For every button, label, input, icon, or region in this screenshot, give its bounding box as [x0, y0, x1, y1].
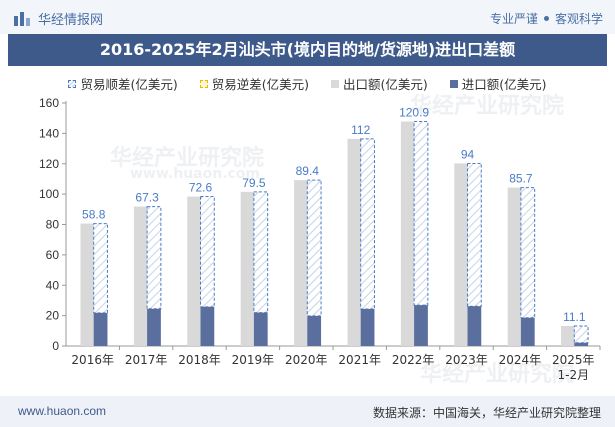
- brand-name: 华经情报网: [38, 13, 104, 28]
- x-tick-label: 2020年: [285, 353, 328, 367]
- x-tick-label: 2022年: [392, 353, 435, 367]
- legend-item-export: 出口额(亿美元): [331, 74, 428, 93]
- surplus-bar: [306, 179, 322, 317]
- surplus-bar: [93, 223, 108, 314]
- import-bar: [253, 312, 268, 346]
- surplus-value-label: 79.5: [242, 176, 266, 190]
- legend-item-deficit: 贸易逆差(亿美元): [199, 74, 309, 93]
- surplus-value-label: 67.3: [135, 191, 159, 205]
- legend-swatch-import: [449, 79, 458, 88]
- surplus-bar: [467, 162, 482, 307]
- y-tick-label: 140: [39, 126, 59, 140]
- import-bar: [414, 305, 428, 346]
- tagline: 专业严谨 客观科学: [490, 10, 603, 27]
- bullet-icon: [543, 16, 549, 21]
- bar-chart: 0 20 40 60 80 100 120 140 160 2016年 2017年 2018年 2019…: [39, 96, 601, 382]
- x-tick-label: 2023年: [445, 353, 488, 367]
- import-bar: [147, 308, 161, 346]
- brand: 华经情报网: [14, 9, 103, 28]
- import-bar: [200, 306, 215, 346]
- top-bar: 华经情报网 专业严谨 客观科学: [0, 0, 615, 34]
- data-labels: 58.8 67.3 72.6 79.5 89.4 112 120.9 94 85.7 11.1: [82, 106, 586, 324]
- surplus-bar: [200, 196, 215, 308]
- legend-label-surplus: 贸易顺差(亿美元): [80, 77, 178, 92]
- legend-label-export: 出口额(亿美元): [343, 77, 428, 92]
- y-tick-label: 0: [52, 339, 59, 353]
- tagline-right: 客观科学: [554, 12, 603, 26]
- import-bar: [307, 315, 322, 346]
- y-tick-label: 80: [46, 218, 60, 232]
- x-tick-label: 2024年: [499, 353, 542, 367]
- surplus-bar: [413, 121, 429, 306]
- x-tick-label: 2025年: [552, 353, 595, 367]
- footer-source: 数据来源：中国海关，华经产业研究院整理: [372, 406, 601, 420]
- bars: [80, 121, 589, 346]
- x-tick-label: 2018年: [178, 353, 221, 367]
- surplus-value-label: 58.8: [82, 208, 106, 222]
- logo-icon: [14, 11, 30, 26]
- y-tick-label: 40: [46, 278, 60, 292]
- legend-label-import: 进口额(亿美元): [461, 77, 547, 92]
- surplus-bar: [573, 325, 589, 344]
- surplus-value-label: 11.1: [563, 310, 586, 324]
- import-bar: [520, 317, 535, 346]
- y-tick-label: 160: [39, 96, 59, 110]
- y-tick-label: 20: [46, 309, 60, 323]
- x-tick-label: 1-2月: [557, 368, 589, 382]
- legend-label-deficit: 贸易逆差(亿美元): [211, 77, 309, 92]
- import-bar: [574, 342, 589, 346]
- legend-swatch-deficit: [199, 79, 208, 88]
- footer-url: www.huaon.com: [18, 404, 107, 418]
- surplus-bar: [146, 206, 162, 310]
- import-bar: [93, 312, 108, 346]
- surplus-value-label: 94: [461, 147, 475, 161]
- surplus-bar: [253, 191, 269, 314]
- import-bar: [360, 308, 375, 346]
- surplus-value-label: 89.4: [296, 164, 320, 178]
- chart-title: 2016-2025年2月汕头市(境内目的地/货源地)进出口差额: [8, 34, 607, 66]
- chart-legend: 贸易顺差(亿美元) 贸易逆差(亿美元) 出口额(亿美元) 进口额(亿美元): [0, 74, 615, 93]
- x-tick-label: 2017年: [125, 353, 168, 367]
- y-tick-label: 60: [46, 248, 60, 262]
- y-tick-label: 100: [39, 187, 59, 201]
- surplus-bar: [520, 187, 536, 319]
- legend-swatch-surplus: [68, 79, 77, 88]
- legend-item-import: 进口额(亿美元): [449, 74, 547, 93]
- tagline-left: 专业严谨: [489, 12, 538, 26]
- surplus-value-label: 112: [351, 123, 370, 137]
- x-tick-label: 2016年: [71, 353, 114, 367]
- import-bar: [467, 306, 482, 346]
- x-tick-label: 2019年: [232, 353, 275, 367]
- surplus-value-label: 85.7: [509, 172, 533, 186]
- legend-item-surplus: 贸易顺差(亿美元): [68, 74, 178, 93]
- surplus-value-label: 120.9: [399, 106, 429, 120]
- x-tick-label: 2021年: [338, 353, 381, 367]
- legend-swatch-export: [331, 79, 339, 88]
- surplus-value-label: 72.6: [189, 181, 213, 195]
- surplus-bar: [360, 138, 375, 310]
- footer: www.huaon.com 数据来源：中国海关，华经产业研究院整理: [0, 396, 615, 427]
- y-tick-label: 120: [39, 157, 59, 171]
